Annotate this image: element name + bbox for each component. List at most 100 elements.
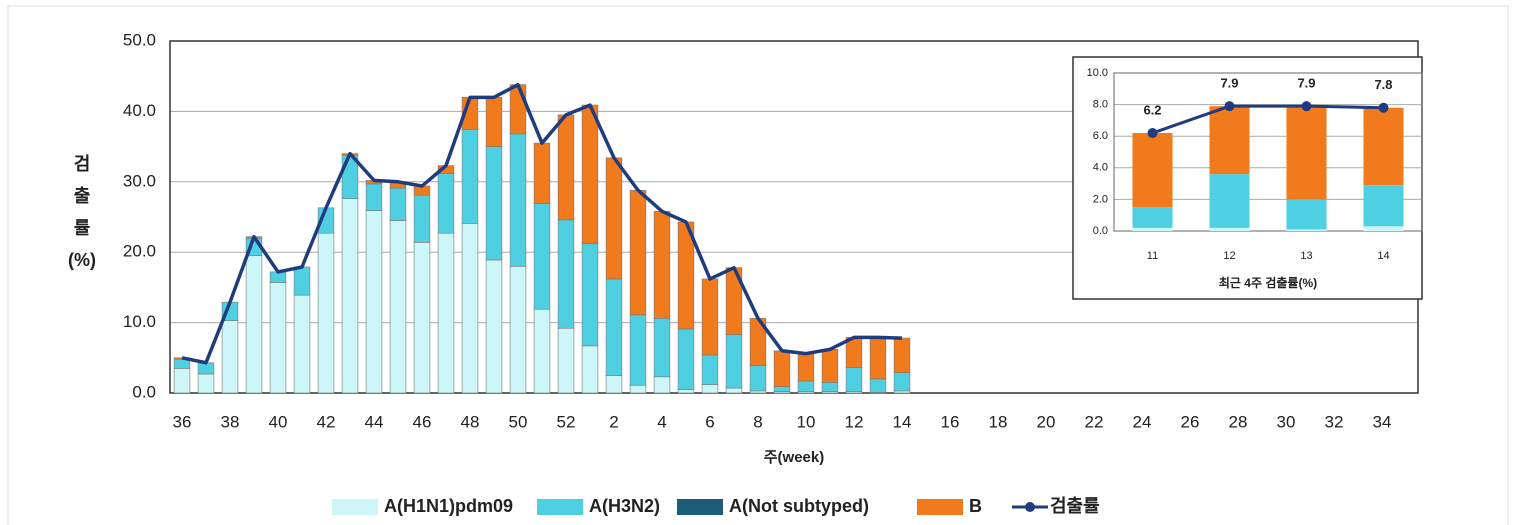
bar-segment [701,384,719,394]
bar-segment [509,265,527,394]
bar-segment [485,146,503,261]
x-tick-label: 26 [1181,412,1200,431]
bar-segment [605,375,623,394]
bar-segment [797,380,815,392]
line [1152,104,1384,135]
frame [7,5,1509,525]
x-tick-label: 14 [893,412,912,431]
bar-segment [557,327,575,394]
y-tick-label: 30.0 [123,171,156,190]
bar-segment [893,337,911,373]
x-tick-label: 48 [461,412,480,431]
y-tick-label: 10.0 [1087,67,1108,79]
y-tick-label: 4.0 [1093,162,1108,174]
legend-swatch [917,499,963,515]
bar-segment [1286,229,1327,231]
bar-segment [581,104,599,245]
line-marker [1224,101,1235,112]
bar-segment [173,368,191,394]
bar-segment [389,220,407,394]
y-tick-label: 20.0 [123,242,156,261]
bar-segment [293,294,311,394]
y-tick-label: 40.0 [123,101,156,120]
bar-segment [437,232,455,394]
bar-segment [581,243,599,347]
bar-segment [485,259,503,394]
bar-segment [1286,106,1327,200]
legend-label: A(H3N2) [589,496,660,516]
bar-segment [365,183,383,211]
x-tick-label: 38 [221,412,240,431]
data-label: 7.9 [1220,76,1238,91]
bar-segment [437,173,455,234]
legend-swatch [332,499,378,515]
line [181,82,903,365]
bar-segment [773,350,791,387]
bar-segment [461,129,479,224]
bar-segment [1132,227,1173,231]
x-axis-label: 주(week) [764,449,825,466]
bar-segment [821,349,839,383]
x-tick-label: 13 [1300,250,1312,262]
x-tick-label: 8 [753,412,762,431]
bar-segment [389,187,407,221]
bar-segment [605,157,623,280]
bar-segment [461,223,479,394]
x-tick-label: 36 [173,412,192,431]
bar-segment [509,84,527,135]
bar-segment [1132,133,1173,208]
x-tick-label: 46 [413,412,432,431]
y-tick-label: 2.0 [1093,193,1108,205]
line-marker [1301,101,1312,112]
bar-segment [893,390,911,394]
x-tick-label: 22 [1085,412,1104,431]
bar-segment [749,365,767,392]
bar-segment [749,390,767,394]
legend-swatch [677,499,723,515]
x-tick-label: 18 [989,412,1008,431]
bar-segment [365,210,383,394]
y-tick-label: 0.0 [132,382,156,401]
bar-segment [509,133,527,267]
bar-segment [557,114,575,221]
legend-label: 검출률 [1050,496,1100,516]
x-tick-label: 11 [1147,250,1158,262]
data-label: 6.2 [1143,102,1161,117]
bar-segment [629,384,647,394]
bar-segment [653,318,671,378]
bar-segment [869,378,887,393]
bar-segment [677,328,695,390]
x-tick-label: 24 [1133,412,1152,431]
bar-segment [1209,106,1250,175]
bar-segment [293,266,311,296]
bar-segment [605,278,623,376]
bar-segment [1286,199,1327,230]
bar-segment [653,211,671,319]
x-tick-label: 44 [365,412,384,431]
bar-segment [701,278,719,356]
bar-segment [221,320,239,394]
y-axis-label: 검 출 률 (%) [68,154,96,270]
bar-segment [629,189,647,316]
bar-segment [533,308,551,394]
bar-segment [557,219,575,329]
y-tick-label: 10.0 [123,312,156,331]
legend-label: B [969,496,982,516]
bar-segment [533,142,551,204]
bar-segment [701,354,719,385]
bar-segment [1132,207,1173,228]
x-tick-label: 40 [269,412,288,431]
bar-segment [533,203,551,310]
bar-segment [773,386,791,392]
x-tick-label: 2 [609,412,618,431]
bar-segment [1209,174,1250,228]
bar-segment [821,382,839,392]
bar-segment [485,97,503,147]
bar-segment [581,345,599,394]
x-tick-label: 34 [1373,412,1392,431]
bar-segment [725,334,743,389]
bar-segment [269,282,287,394]
x-tick-label: 12 [845,412,864,431]
x-tick-label: 16 [941,412,960,431]
